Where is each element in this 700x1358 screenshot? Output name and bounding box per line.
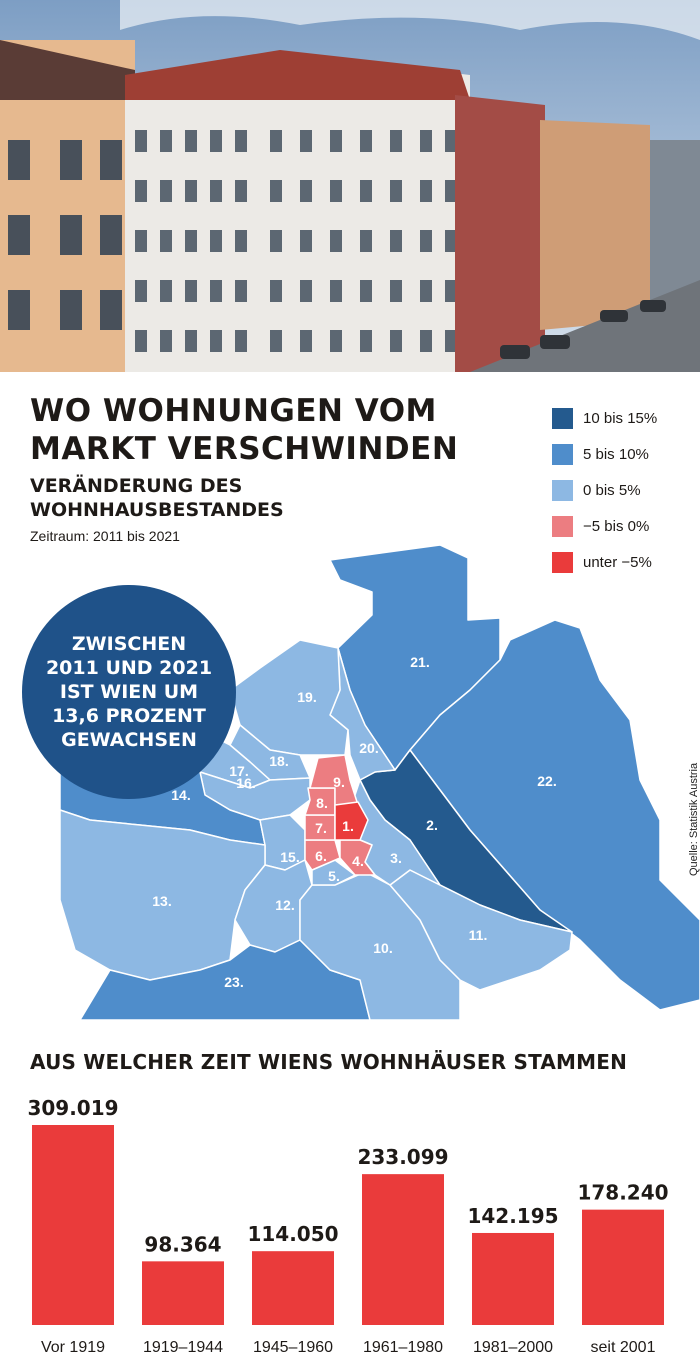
map-legend: 10 bis 15% 5 bis 10% 0 bis 5% −5 bis 0% … bbox=[552, 400, 692, 580]
district-label-15: 15. bbox=[280, 849, 299, 865]
district-label-20: 20. bbox=[359, 740, 378, 756]
bar-value-label: 309.019 bbox=[27, 1096, 118, 1120]
district-label-12: 12. bbox=[275, 897, 294, 913]
district-label-7: 7. bbox=[315, 820, 327, 836]
legend-label: unter −5% bbox=[583, 553, 652, 571]
vienna-district-map: 1. 2. 3. 4. 5. 6. 7. 8. 9. 10. 11. 12. 1… bbox=[0, 540, 700, 1020]
legend-entry: 5 bis 10% bbox=[552, 436, 692, 472]
legend-label: −5 bis 0% bbox=[583, 517, 650, 535]
bar-value-label: 233.099 bbox=[357, 1145, 448, 1169]
source-label: Quelle: Statistik Austria bbox=[688, 762, 700, 876]
bar-chart-svg: 309.019 Vor 1919 98.364 1919–1944 114.050 194… bbox=[27, 1096, 668, 1356]
district-4 bbox=[339, 839, 376, 876]
district-label-11: 11. bbox=[469, 927, 488, 943]
bar-6 bbox=[582, 1209, 664, 1325]
district-label-8: 8. bbox=[316, 795, 328, 811]
district-label-19: 19. bbox=[297, 689, 316, 705]
category-label: 1919–1944 bbox=[143, 1339, 223, 1356]
category-label: 1961–1980 bbox=[363, 1339, 443, 1356]
district-label-1: 1. bbox=[342, 818, 354, 834]
legend-swatch bbox=[552, 515, 573, 537]
callout-text: ZWISCHEN 2011 UND 2021 IST WIEN UM 13,6 … bbox=[45, 633, 213, 751]
bar-chart-title: AUS WELCHER ZEIT WIENS WOHNHÄUSER STAMME… bbox=[30, 1050, 628, 1074]
building-photo bbox=[0, 0, 700, 372]
district-1 bbox=[334, 801, 369, 841]
district-label-5: 5. bbox=[328, 868, 340, 884]
bar-4 bbox=[362, 1174, 444, 1325]
district-label-23: 23. bbox=[224, 974, 243, 990]
district-label-9: 9. bbox=[333, 774, 345, 790]
district-label-3: 3. bbox=[390, 850, 402, 866]
legend-swatch bbox=[552, 443, 573, 465]
bar-3 bbox=[252, 1251, 334, 1325]
district-label-22: 22. bbox=[537, 773, 556, 789]
legend-swatch bbox=[552, 479, 573, 501]
district-label-13: 13. bbox=[152, 893, 171, 909]
district-label-17: 17. bbox=[229, 763, 248, 779]
legend-entry: 10 bis 15% bbox=[552, 400, 692, 436]
category-label: 1945–1960 bbox=[253, 1339, 333, 1356]
legend-label: 5 bis 10% bbox=[583, 445, 649, 463]
legend-label: 10 bis 15% bbox=[583, 409, 658, 427]
bar-chart: 309.019 Vor 1919 98.364 1919–1944 114.050 194… bbox=[0, 1080, 700, 1358]
district-label-4: 4. bbox=[352, 853, 364, 869]
district-label-16: 16. bbox=[236, 775, 255, 791]
growth-callout: ZWISCHEN 2011 UND 2021 IST WIEN UM 13,6 … bbox=[22, 585, 236, 799]
legend-entry: −5 bis 0% bbox=[552, 508, 692, 544]
district-label-21: 21. bbox=[410, 654, 429, 670]
bar-value-label: 178.240 bbox=[577, 1181, 668, 1205]
bar-value-label: 142.195 bbox=[467, 1204, 558, 1228]
legend-label: 0 bis 5% bbox=[583, 481, 641, 499]
bar-1 bbox=[32, 1125, 114, 1325]
district-label-2: 2. bbox=[426, 817, 438, 833]
district-label-14: 14. bbox=[171, 787, 190, 803]
district-label-6: 6. bbox=[315, 848, 327, 864]
category-label: seit 2001 bbox=[591, 1339, 656, 1356]
legend-entry: unter −5% bbox=[552, 544, 692, 580]
chart-subtitle: VERÄNDERUNG DES WOHNHAUSBESTANDES bbox=[30, 475, 284, 521]
chart-title: WO WOHNUNGEN VOM MARKT VERSCHWINDEN bbox=[30, 393, 459, 467]
map-svg: 1. 2. 3. 4. 5. 6. 7. 8. 9. 10. 11. 12. 1… bbox=[59, 544, 700, 1020]
bar-value-label: 114.050 bbox=[247, 1222, 338, 1246]
period-label: Zeitraum: 2011 bis 2021 bbox=[30, 528, 180, 544]
category-label: 1981–2000 bbox=[473, 1339, 553, 1356]
legend-swatch bbox=[552, 407, 573, 429]
bar-5 bbox=[472, 1232, 554, 1325]
legend-entry: 0 bis 5% bbox=[552, 472, 692, 508]
district-label-10: 10. bbox=[373, 940, 392, 956]
district-label-18: 18. bbox=[269, 753, 288, 769]
header-photo bbox=[0, 0, 700, 372]
legend-swatch bbox=[552, 551, 573, 573]
bar-value-label: 98.364 bbox=[144, 1232, 221, 1256]
category-label: Vor 1919 bbox=[41, 1339, 105, 1356]
bar-2 bbox=[142, 1261, 224, 1325]
